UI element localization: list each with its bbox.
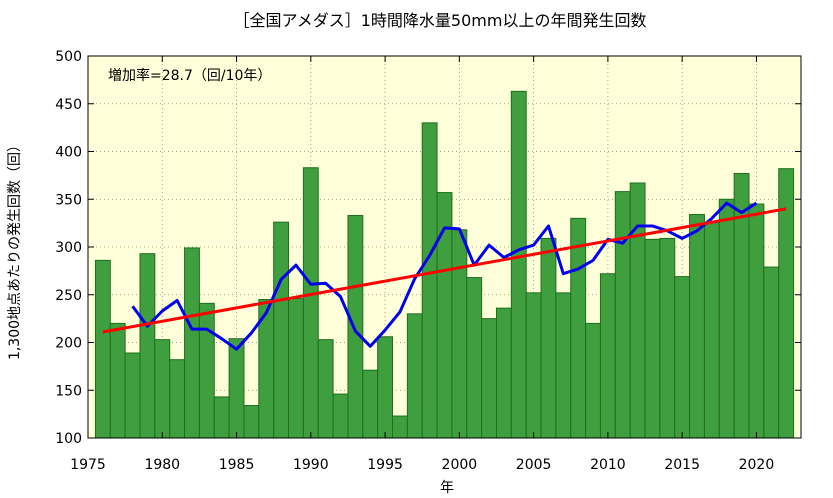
y-tick-label: 150 [55,383,82,399]
bar-2006 [540,237,557,439]
bar-2020 [748,203,765,439]
bar-1977 [109,322,126,439]
y-axis: 100 150 200 250 300 350 400 450 500 [55,49,801,447]
chart-title: ［全国アメダス］1時間降水量50mm以上の年間発生回数 [234,11,647,30]
bar-2018 [718,198,735,439]
bar-1995 [377,336,394,439]
bar-2007 [555,292,572,439]
bar-1981 [169,359,186,439]
x-tick-label: 1975 [70,457,106,473]
bar-2016 [689,214,705,439]
bar-2002 [481,318,497,439]
bar-2012 [629,182,646,439]
y-tick-label: 300 [55,240,82,256]
bar-1992 [332,393,349,439]
bar-2001 [466,277,483,439]
y-tick-label: 100 [55,431,82,447]
bar-2008 [570,217,587,439]
y-tick-label: 500 [55,49,82,65]
moving-average-line [131,201,758,351]
bar-1991 [317,339,334,439]
line-series [102,201,787,351]
x-tick-label: 1980 [144,457,180,473]
x-tick-label: 2010 [590,457,626,473]
bar-2000 [451,229,468,439]
bar-2003 [495,307,512,439]
bar-1979 [139,253,156,439]
bar-2021 [763,266,780,439]
y-tick-label: 400 [55,145,82,161]
bar-1994 [362,369,379,439]
y-tick-label: 250 [55,288,82,304]
bar-1985 [228,338,245,439]
bar-2015 [674,276,691,439]
x-tick-label: 1990 [293,457,329,473]
bar-2014 [659,237,676,439]
x-tick-label: 2020 [739,457,775,473]
bar-1983 [198,302,215,439]
bar-1982 [184,247,200,439]
bar-2011 [614,191,631,439]
y-tick-label: 450 [55,97,82,113]
x-tick-label: 2000 [442,457,478,473]
bar-2004 [510,90,527,439]
bar-2005 [525,292,542,439]
bar-2010 [599,273,616,439]
bar-series [94,90,795,439]
bar-1980 [154,339,171,439]
bar-1996 [392,415,408,439]
bar-1990 [302,167,319,439]
bar-1997 [406,313,423,439]
bar-1988 [273,221,290,439]
x-tick-label: 1985 [219,457,255,473]
x-axis: 1975 1980 1985 1990 1995 2000 2005 2010 2015 2020 [70,56,774,473]
bar-1998 [421,122,438,439]
bar-1989 [288,298,304,439]
x-tick-label: 1995 [367,457,403,473]
bar-1978 [124,352,141,439]
y-tick-label: 200 [55,336,82,352]
y-axis-label: 1,300地点あたりの発生回数（回） [7,138,23,360]
bar-2009 [585,322,601,439]
bar-1984 [213,396,230,439]
x-tick-label: 2005 [516,457,552,473]
bar-2013 [644,238,661,439]
bar-1986 [243,405,260,439]
trend-line [102,207,787,334]
bar-2017 [703,221,720,439]
bar-1993 [347,214,364,439]
bar-1976 [94,259,111,439]
y-tick-label: 350 [55,192,82,208]
trend-rate-annotation: 増加率=28.7（回/10年） [108,67,271,84]
x-tick-label: 2015 [664,457,700,473]
x-axis-label: 年 [440,480,454,496]
